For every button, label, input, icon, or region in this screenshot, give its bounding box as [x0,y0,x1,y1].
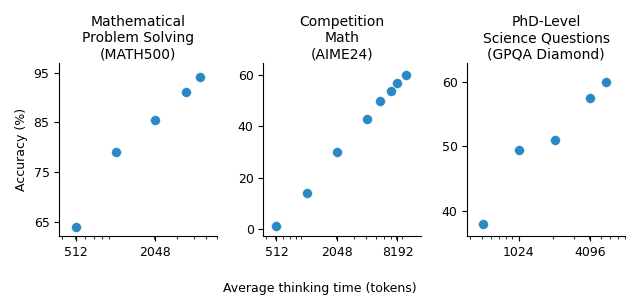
Point [392,81,403,86]
Text: Average thinking time (tokens): Average thinking time (tokens) [223,282,417,295]
Point [301,191,312,195]
Point [585,96,595,100]
Point [549,137,559,142]
Point [271,224,282,229]
Point [477,221,488,226]
Y-axis label: Accuracy (%): Accuracy (%) [15,108,28,191]
Point [332,150,342,154]
Point [375,99,385,103]
Point [71,224,81,229]
Point [150,117,161,122]
Point [362,117,372,121]
Title: Mathematical
Problem Solving
(MATH500): Mathematical Problem Solving (MATH500) [82,15,194,61]
Point [513,147,524,152]
Point [385,88,396,93]
Point [111,150,121,154]
Point [181,90,191,95]
Point [401,73,412,78]
Title: PhD-Level
Science Questions
(GPQA Diamond): PhD-Level Science Questions (GPQA Diamon… [483,15,610,61]
Point [195,75,205,80]
Point [600,80,611,84]
Title: Competition
Math
(AIME24): Competition Math (AIME24) [300,15,385,61]
